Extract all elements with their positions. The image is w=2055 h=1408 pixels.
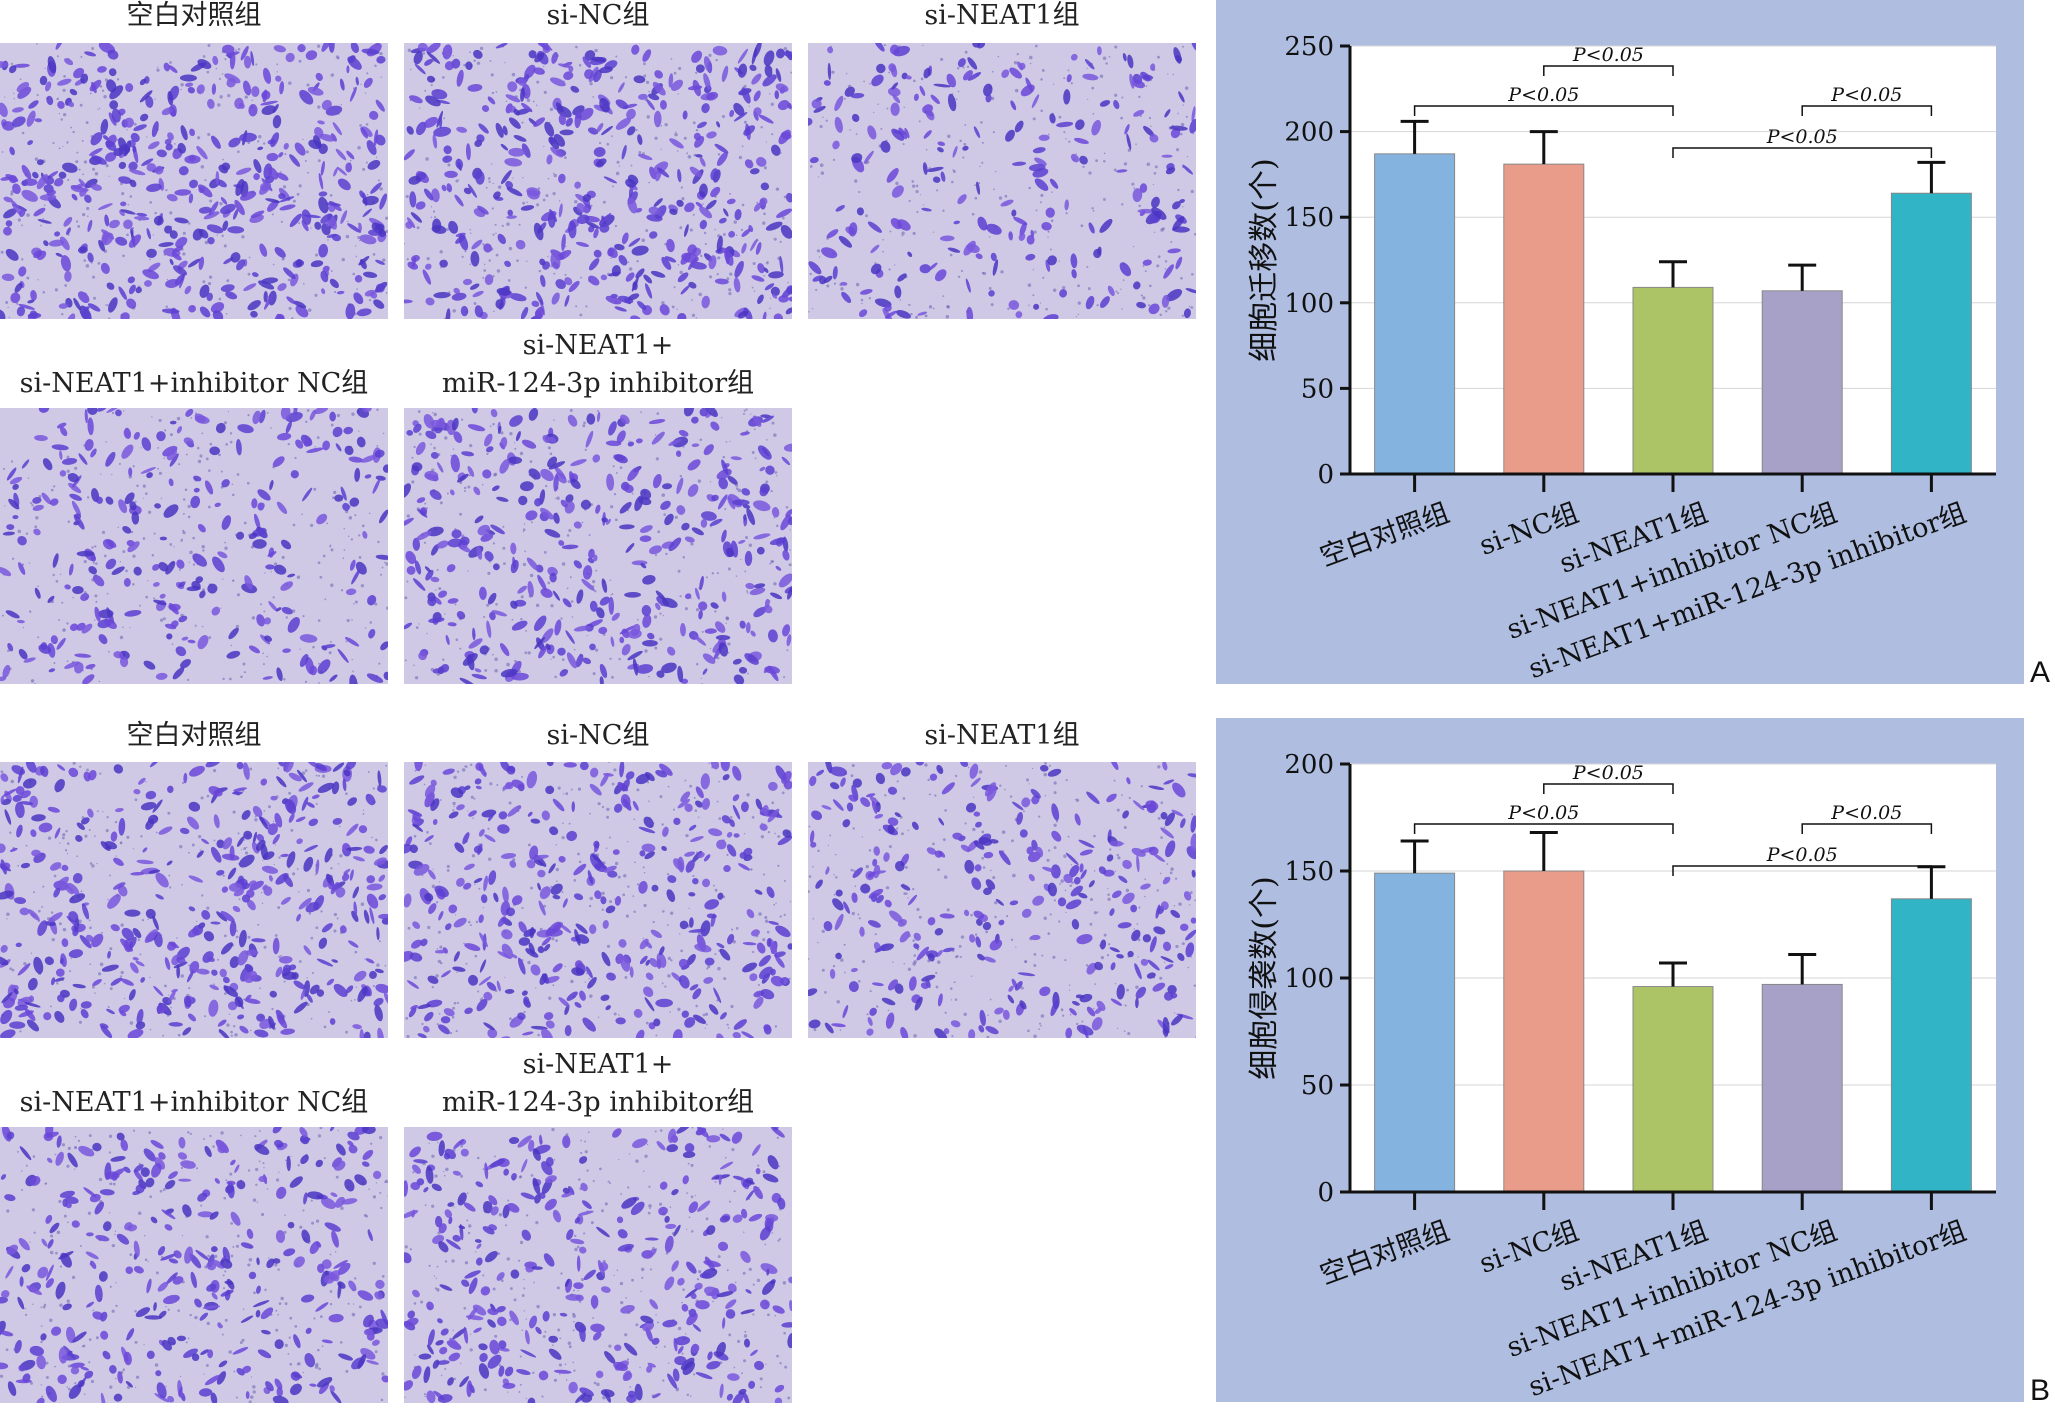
y-tick-label: 0 [1317,1178,1334,1208]
significance-label: P<0.05 [1766,844,1838,866]
panel-letter: B [2030,1374,2050,1408]
panel-letter: A [2030,656,2050,690]
y-tick-label: 150 [1284,203,1334,233]
micrograph-inhibitor-nc [0,1127,388,1403]
micrograph-texture [404,762,792,1038]
micrograph-label-inhibitor-nc: si-NEAT1+inhibitor NC组 [0,1085,388,1121]
significance-label: P<0.05 [1572,762,1644,784]
micrograph-texture [808,762,1196,1038]
y-axis-label: 细胞侵袭数(个) [1247,876,1282,1079]
micrograph-si-nc [404,43,792,319]
bar [1633,287,1713,474]
y-tick-label: 200 [1284,118,1334,148]
micrograph-texture [808,43,1196,319]
y-tick-label: 250 [1284,32,1334,62]
y-tick-label: 150 [1284,857,1334,887]
micrograph-mir-inhibitor [404,408,792,684]
y-axis-label: 细胞迁移数(个) [1247,158,1282,361]
significance-label: P<0.05 [1572,44,1644,66]
significance-label: P<0.05 [1507,802,1579,824]
micrograph-si-neat1 [808,43,1196,319]
micrograph-texture [0,1127,388,1403]
y-tick-label: 50 [1301,374,1334,404]
bar [1891,899,1971,1192]
y-tick-label: 100 [1284,289,1334,319]
micrograph-inhibitor-nc [0,408,388,684]
bar [1633,987,1713,1192]
bar [1375,873,1455,1192]
micrograph-label-inhibitor-line2: miR-124-3p inhibitor组 [404,366,792,402]
micrograph-mir-inhibitor [404,1127,792,1403]
y-tick-label: 200 [1284,750,1334,780]
bar [1504,164,1584,474]
micrograph-label-si-nc: si-NC组 [404,0,792,34]
micrograph-label-inhibitor-nc: si-NEAT1+inhibitor NC组 [0,366,388,402]
y-tick-label: 100 [1284,964,1334,994]
micrograph-texture [0,43,388,319]
significance-label: P<0.05 [1830,84,1902,106]
micrograph-label-si-neat1: si-NEAT1组 [808,0,1196,34]
y-tick-label: 50 [1301,1071,1334,1101]
micrograph-control [0,762,388,1038]
micrograph-label-control: 空白对照组 [0,0,388,34]
x-tick-label: 空白对照组 [1316,1215,1453,1290]
x-tick-label: 空白对照组 [1316,497,1453,572]
micrograph-texture [404,1127,792,1403]
micrograph-texture [0,762,388,1038]
bar [1762,984,1842,1192]
bar [1375,154,1455,474]
bar [1891,193,1971,474]
bar [1762,291,1842,474]
micrograph-label-inhibitor-line1: si-NEAT1+ [404,328,792,364]
significance-label: P<0.05 [1507,84,1579,106]
micrograph-texture [404,408,792,684]
micrograph-texture [0,408,388,684]
micrograph-label-control: 空白对照组 [0,718,388,754]
significance-label: P<0.05 [1766,126,1838,148]
micrograph-label-si-nc: si-NC组 [404,718,792,754]
micrograph-label-inhibitor-line1: si-NEAT1+ [404,1047,792,1083]
y-tick-label: 0 [1317,460,1334,490]
micrograph-control [0,43,388,319]
micrograph-si-neat1 [808,762,1196,1038]
micrograph-label-inhibitor-line2: miR-124-3p inhibitor组 [404,1085,792,1121]
micrograph-texture [404,43,792,319]
bar [1504,871,1584,1192]
significance-label: P<0.05 [1830,802,1902,824]
micrograph-si-nc [404,762,792,1038]
micrograph-label-si-neat1: si-NEAT1组 [808,718,1196,754]
